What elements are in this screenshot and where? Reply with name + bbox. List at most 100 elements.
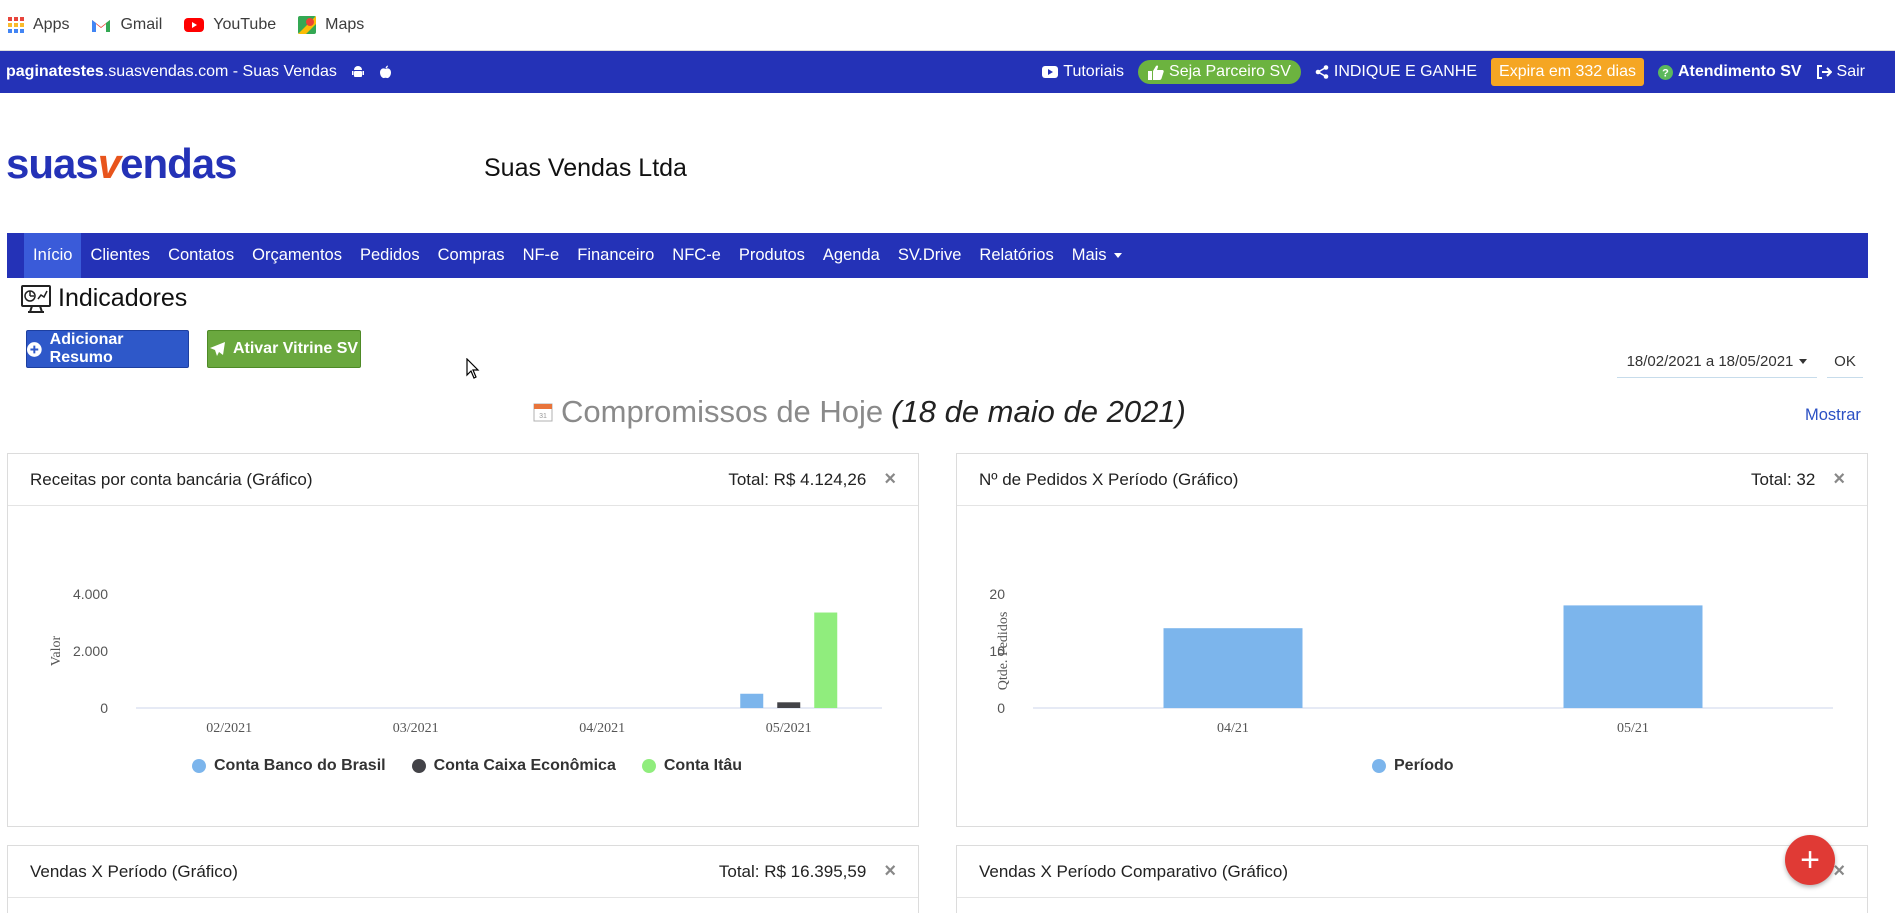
date-range-select[interactable]: 18/02/2021 a 18/05/2021 bbox=[1617, 346, 1817, 378]
gmail-icon bbox=[92, 19, 111, 32]
legend-item[interactable]: Conta Itâu bbox=[641, 757, 742, 775]
nav-item-financeiro[interactable]: Financeiro bbox=[577, 246, 655, 264]
logout-icon bbox=[1816, 65, 1832, 79]
apple-icon[interactable] bbox=[379, 65, 392, 79]
add-resumo-button[interactable]: Adicionar Resumo bbox=[26, 330, 189, 368]
sair-label: Sair bbox=[1836, 63, 1865, 80]
chart-bar bbox=[1163, 628, 1303, 708]
nav-item-orcamentos[interactable]: Orçamentos bbox=[252, 246, 342, 264]
nav-item-produtos[interactable]: Produtos bbox=[738, 246, 805, 264]
nav-item-inicio[interactable]: Início bbox=[24, 233, 82, 278]
nav-item-agenda[interactable]: Agenda bbox=[822, 246, 880, 264]
x-tick-label: 05/2021 bbox=[766, 721, 812, 736]
card-total: Total: R$ 16.395,59 bbox=[718, 861, 867, 881]
nav-item-nfce[interactable]: NFC-e bbox=[672, 246, 721, 264]
seja-parceiro-label: Seja Parceiro SV bbox=[1169, 63, 1291, 80]
card-vendas: Vendas X Período (Gráfico) Total: R$ 16.… bbox=[7, 845, 919, 913]
chart-legend: Conta Banco do Brasil Conta Caixa Econôm… bbox=[192, 757, 768, 775]
bookmark-label: Maps bbox=[325, 16, 365, 33]
suasvendas-logo[interactable]: suasvendas bbox=[6, 140, 237, 187]
ok-button[interactable]: OK bbox=[1827, 346, 1863, 378]
atendimento-link[interactable]: ? Atendimento SV bbox=[1657, 63, 1802, 81]
mouse-cursor-icon bbox=[466, 358, 480, 379]
bookmark-youtube[interactable]: YouTube bbox=[184, 16, 276, 34]
indique-ganhe-link[interactable]: INDIQUE E GANHE bbox=[1315, 63, 1477, 81]
nav-item-nfe[interactable]: NF-e bbox=[522, 246, 560, 264]
legend-item[interactable]: Conta Banco do Brasil bbox=[192, 757, 386, 775]
paper-plane-icon bbox=[209, 341, 225, 356]
ativar-vitrine-button[interactable]: Ativar Vitrine SV bbox=[207, 330, 361, 368]
caret-down-icon bbox=[1113, 253, 1122, 258]
share-icon bbox=[1315, 65, 1329, 79]
dashboard-monitor-icon bbox=[21, 284, 51, 313]
compromissos-heading: 31 Compromissos de Hoje (18 de maio de 2… bbox=[533, 394, 1186, 430]
bookmark-label: YouTube bbox=[213, 16, 277, 33]
caret-down-icon bbox=[1799, 359, 1808, 364]
android-icon[interactable] bbox=[351, 65, 365, 79]
nav-item-compras[interactable]: Compras bbox=[437, 246, 505, 264]
chart-bar bbox=[1563, 605, 1703, 708]
x-tick-label: 04/21 bbox=[1217, 721, 1249, 736]
close-icon[interactable]: × bbox=[884, 860, 896, 882]
nav-item-svdrive[interactable]: SV.Drive bbox=[897, 246, 962, 264]
calendar-icon: 31 bbox=[533, 403, 553, 422]
close-icon[interactable]: × bbox=[1833, 860, 1845, 882]
card-header: Nº de Pedidos X Período (Gráfico) Total:… bbox=[957, 454, 1867, 506]
card-header: Receitas por conta bancária (Gráfico) To… bbox=[8, 454, 918, 506]
top-bar: paginatestes .suasvendas.com - Suas Venda… bbox=[0, 51, 1895, 93]
y-tick-label: 4.000 bbox=[73, 586, 108, 602]
nav-item-pedidos[interactable]: Pedidos bbox=[359, 246, 420, 264]
bookmark-label: Apps bbox=[33, 16, 70, 33]
seja-parceiro-button[interactable]: Seja Parceiro SV bbox=[1138, 60, 1301, 84]
top-bar-actions: Tutoriais Seja Parceiro SV INDIQUE E GAN… bbox=[1028, 51, 1865, 93]
bookmark-label: Gmail bbox=[120, 16, 163, 33]
nav-item-mais[interactable]: Mais bbox=[1063, 233, 1131, 278]
y-tick-label: 0 bbox=[997, 700, 1005, 716]
card-header: Vendas X Período Comparativo (Gráfico) × bbox=[957, 846, 1867, 898]
host-rest: .suasvendas.com - Suas Vendas bbox=[103, 63, 337, 80]
chart-legend: Período bbox=[1372, 757, 1480, 775]
nav-item-clientes[interactable]: Clientes bbox=[90, 246, 151, 264]
chart-bar bbox=[777, 702, 801, 708]
x-tick-label: 03/2021 bbox=[393, 721, 439, 736]
pedidos-chart: 0 10 20 Qtde. Pedidos 04/21 05/21 bbox=[989, 586, 1833, 736]
svg-text:31: 31 bbox=[539, 413, 547, 420]
bookmark-maps[interactable]: Maps bbox=[298, 16, 364, 34]
card-pedidos: Nº de Pedidos X Período (Gráfico) Total:… bbox=[956, 453, 1868, 827]
y-tick-label: 0 bbox=[100, 700, 108, 716]
thumbs-up-icon bbox=[1148, 64, 1164, 80]
add-fab-button[interactable]: + bbox=[1785, 835, 1835, 885]
atendimento-label: Atendimento SV bbox=[1677, 63, 1802, 80]
nav-item-contatos[interactable]: Contatos bbox=[168, 246, 235, 264]
card-total: Total: R$ 4.124,26 bbox=[728, 469, 867, 489]
receitas-chart: 0 2.000 4.000 Valor 02/2021 03/2021 04/2021 05/… bbox=[49, 586, 882, 736]
card-title: Vendas X Período Comparativo (Gráfico) bbox=[979, 861, 1288, 881]
card-total: Total: 32 bbox=[1751, 469, 1816, 489]
compromissos-date: (18 de maio de 2021) bbox=[891, 394, 1186, 429]
chart-bar bbox=[814, 612, 838, 708]
bookmark-gmail[interactable]: Gmail bbox=[91, 16, 162, 34]
legend-item[interactable]: Conta Caixa Econômica bbox=[411, 757, 616, 775]
tutoriais-label: Tutoriais bbox=[1063, 63, 1125, 80]
card-receitas: Receitas por conta bancária (Gráfico) To… bbox=[7, 453, 919, 827]
help-circle-icon: ? bbox=[1657, 64, 1673, 80]
legend-item[interactable]: Período bbox=[1372, 757, 1454, 775]
company-name: Suas Vendas Ltda bbox=[484, 154, 687, 182]
nav-item-relatorios[interactable]: Relatórios bbox=[979, 246, 1054, 264]
tutoriais-link[interactable]: Tutoriais bbox=[1042, 63, 1124, 81]
bookmark-apps[interactable]: Apps bbox=[8, 16, 69, 34]
close-icon[interactable]: × bbox=[884, 468, 896, 490]
indique-label: INDIQUE E GANHE bbox=[1333, 63, 1478, 80]
maps-icon bbox=[298, 16, 317, 34]
mostrar-link[interactable]: Mostrar bbox=[1805, 406, 1861, 424]
card-header: Vendas X Período (Gráfico) Total: R$ 16.… bbox=[8, 846, 918, 898]
card-title: Vendas X Período (Gráfico) bbox=[30, 861, 238, 881]
compromissos-label: Compromissos de Hoje bbox=[561, 394, 884, 429]
x-tick-label: 04/2021 bbox=[579, 721, 625, 736]
y-axis-title: Valor bbox=[49, 636, 64, 667]
sair-link[interactable]: Sair bbox=[1816, 63, 1865, 81]
apps-grid-icon bbox=[8, 17, 24, 33]
host-subdomain: paginatestes bbox=[6, 63, 104, 80]
expiration-badge[interactable]: Expira em 332 dias bbox=[1491, 58, 1644, 86]
close-icon[interactable]: × bbox=[1833, 468, 1845, 490]
